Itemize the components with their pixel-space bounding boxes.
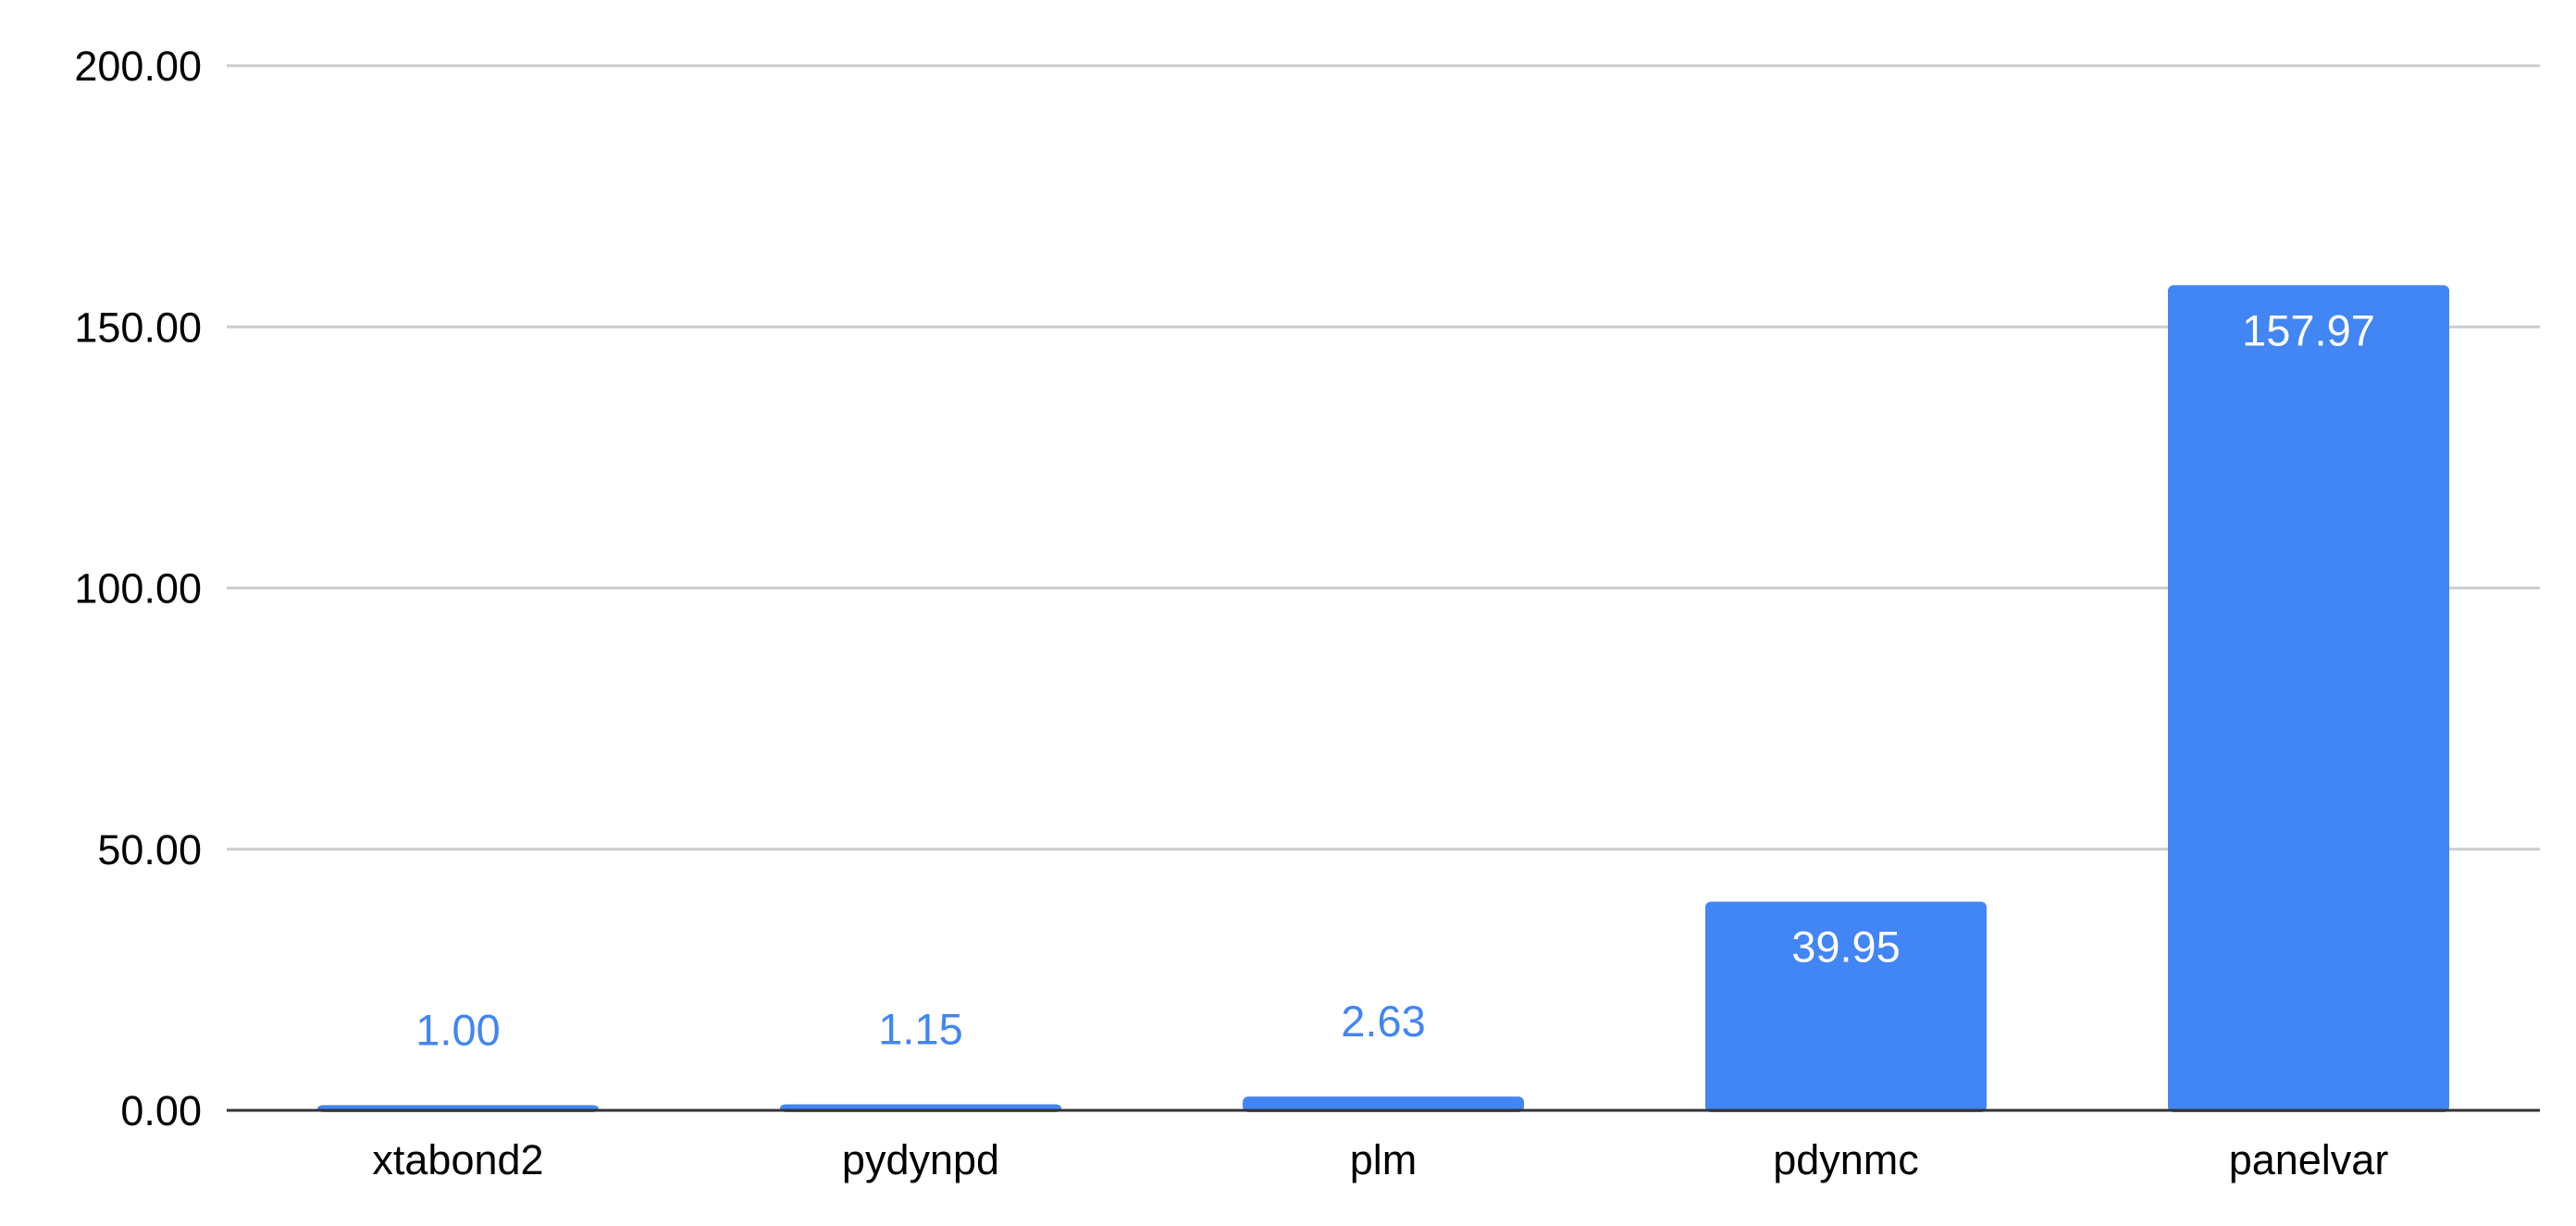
y-tick-label: 50.00	[97, 826, 202, 873]
data-label: 2.63	[1341, 997, 1425, 1046]
bar-pdynmc	[1705, 901, 1987, 1112]
data-label: 157.97	[2242, 305, 2375, 354]
y-axis-ticks: 0.00 50.00 100.00 150.00 200.00	[74, 43, 202, 1134]
y-tick-label: 150.00	[74, 303, 202, 351]
data-label: 39.95	[1791, 922, 1901, 971]
bar-panelvar	[2168, 285, 2449, 1112]
data-label: 1.15	[878, 1005, 962, 1054]
x-axis-ticks: xtabond2 pydynpd plm pdynmc panelvar	[372, 1136, 2388, 1183]
bar-plm	[1243, 1096, 1524, 1112]
x-tick-label: plm	[1350, 1136, 1418, 1183]
gridlines	[227, 64, 2540, 851]
x-tick-label: pdynmc	[1773, 1136, 1919, 1183]
y-tick-label: 200.00	[74, 43, 202, 90]
data-label: 1.00	[415, 1005, 500, 1054]
bars	[317, 285, 2449, 1112]
data-labels: 1.00 1.15 2.63 39.95 157.97	[415, 305, 2375, 1054]
x-tick-label: panelvar	[2229, 1136, 2389, 1183]
y-tick-label: 100.00	[74, 565, 202, 613]
y-tick-label: 0.00	[120, 1087, 202, 1134]
x-tick-label: pydynpd	[842, 1136, 999, 1183]
x-tick-label: xtabond2	[372, 1136, 543, 1183]
